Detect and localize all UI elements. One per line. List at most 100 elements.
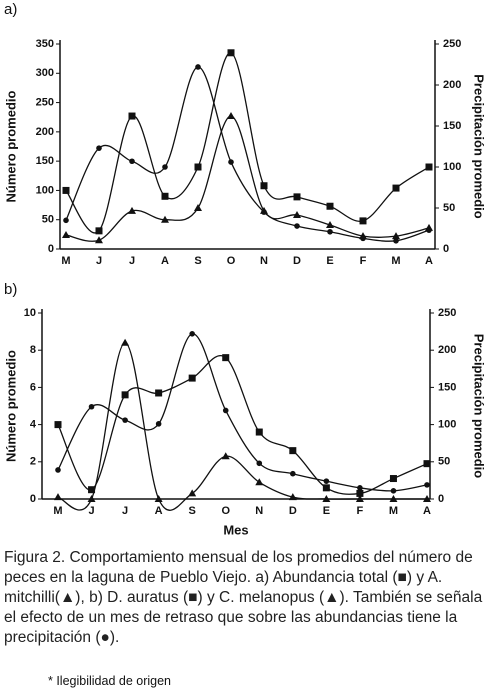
- y-tick-label: 4: [30, 419, 37, 431]
- y2-axis-label: Precipitación promedio: [472, 74, 487, 219]
- square-marker: [322, 484, 330, 492]
- x-axis-label: Mes: [223, 522, 248, 537]
- x-tick-label: A: [423, 505, 431, 517]
- circle-marker: [189, 331, 195, 337]
- square-marker: [54, 421, 62, 429]
- x-tick-label: E: [326, 255, 333, 267]
- circle-marker: [155, 421, 162, 427]
- circle-marker: [357, 485, 363, 491]
- triangle-marker: [227, 112, 235, 120]
- triangle-marker: [154, 495, 163, 502]
- triangle-marker: [128, 206, 136, 214]
- circle-marker: [261, 209, 267, 215]
- circle-marker: [55, 467, 61, 473]
- circle-marker: [327, 228, 333, 235]
- triangle-marker: [194, 204, 202, 211]
- circle-marker: [195, 64, 201, 70]
- triangle-marker: [87, 495, 96, 502]
- circle-marker: [63, 217, 69, 224]
- square-marker: [389, 475, 397, 483]
- triangle-marker: [95, 236, 103, 244]
- square-marker: [255, 428, 263, 436]
- y-tick-label: 200: [36, 126, 54, 138]
- y2-tick-label: 200: [443, 79, 461, 91]
- circle-marker: [390, 488, 397, 494]
- x-tick-label: A: [155, 505, 163, 517]
- series-line: [65, 66, 430, 242]
- y2-tick-label: 0: [438, 493, 444, 505]
- x-tick-label: M: [389, 505, 398, 517]
- triangle-marker: [293, 211, 301, 219]
- square-marker: [356, 489, 364, 497]
- square-marker: [425, 163, 433, 171]
- square-marker: [392, 184, 400, 192]
- note: * Ilegibilidad de origen: [48, 674, 172, 688]
- x-tick-label: M: [391, 255, 400, 267]
- square-marker: [289, 447, 297, 455]
- y-axis-label: Número promedio: [3, 350, 18, 462]
- square-marker: [121, 391, 129, 399]
- square-marker: [423, 460, 431, 468]
- series-line: [57, 355, 428, 495]
- square-marker: [359, 217, 367, 225]
- circle-marker: [294, 223, 300, 229]
- circle-marker: [88, 403, 95, 410]
- square-marker: [188, 374, 196, 382]
- triangle-marker: [392, 232, 400, 240]
- triangle-marker: [255, 478, 264, 486]
- x-tick-label: M: [61, 255, 70, 267]
- x-tick-label: S: [194, 255, 201, 267]
- circle-marker: [96, 145, 102, 151]
- y2-tick-label: 100: [438, 419, 456, 431]
- y-tick-label: 250: [36, 96, 54, 108]
- x-tick-label: O: [227, 255, 236, 267]
- triangle-marker: [188, 489, 197, 497]
- y-tick-label: 300: [36, 67, 54, 79]
- x-tick-label: J: [122, 505, 128, 517]
- square-marker: [260, 182, 268, 190]
- triangle-marker: [121, 338, 130, 346]
- y2-tick-label: 250: [443, 38, 461, 50]
- square-marker: [128, 112, 136, 120]
- triangle-marker: [355, 495, 364, 502]
- x-tick-label: J: [88, 505, 94, 517]
- y2-tick-label: 150: [438, 381, 456, 393]
- square-marker: [88, 486, 96, 494]
- caption: Figura 2. Comportamiento mensual de los …: [4, 549, 483, 646]
- y2-tick-label: 150: [443, 120, 461, 132]
- triangle-marker: [322, 495, 331, 502]
- series-line: [57, 333, 428, 492]
- y-tick-label: 350: [36, 38, 54, 50]
- y-tick-label: 0: [30, 493, 36, 505]
- y-tick-label: 2: [30, 456, 36, 468]
- circle-marker: [122, 417, 128, 423]
- triangle-marker: [221, 452, 230, 460]
- triangle-marker: [326, 220, 334, 228]
- x-tick-label: F: [360, 255, 367, 267]
- charts: a)050100150200250300350050100150200250Nú…: [3, 1, 487, 537]
- square-marker: [194, 163, 202, 171]
- x-tick-label: J: [129, 255, 135, 267]
- y2-tick-label: 50: [438, 456, 450, 468]
- x-tick-label: J: [96, 255, 102, 267]
- panel-label: b): [4, 281, 17, 298]
- circle-marker: [256, 460, 263, 467]
- y-tick-label: 150: [36, 155, 54, 167]
- y2-tick-label: 200: [438, 344, 456, 356]
- y2-tick-label: 100: [443, 161, 461, 173]
- x-tick-label: A: [425, 255, 433, 267]
- square-marker: [227, 49, 235, 57]
- circle-marker: [129, 158, 135, 165]
- circle-marker: [162, 164, 168, 170]
- y-tick-label: 6: [30, 381, 36, 393]
- y-tick-label: 8: [30, 344, 36, 356]
- circle-marker: [360, 235, 366, 242]
- x-tick-label: S: [189, 505, 196, 517]
- circle-marker: [228, 159, 234, 165]
- square-marker: [161, 192, 169, 200]
- square-marker: [222, 354, 230, 362]
- x-tick-label: A: [161, 255, 169, 267]
- triangle-marker: [389, 495, 398, 502]
- square-marker: [155, 389, 163, 397]
- y2-tick-label: 0: [443, 243, 449, 255]
